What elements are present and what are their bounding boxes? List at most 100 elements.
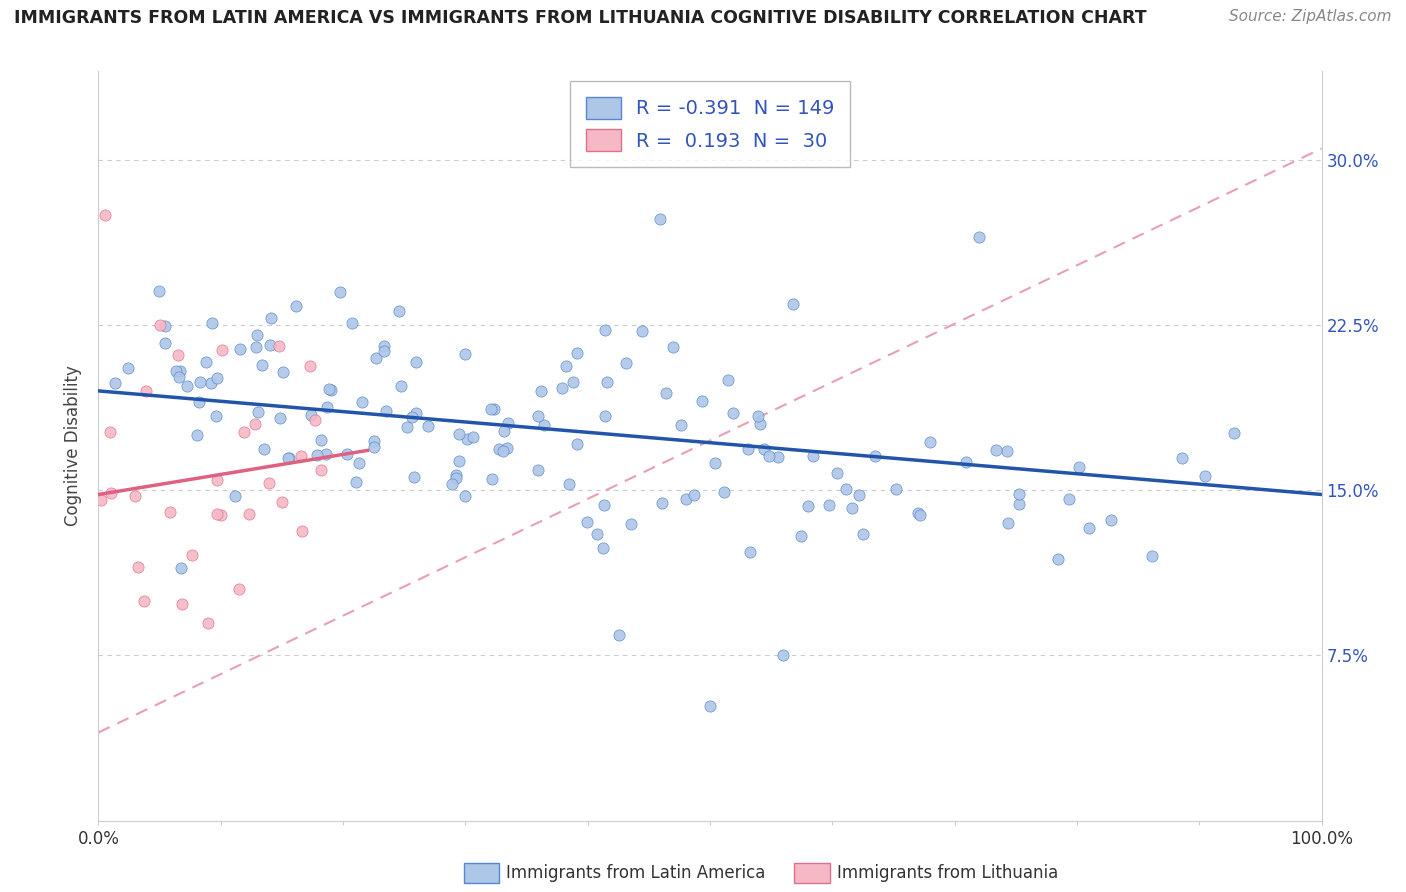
Point <box>229 342 252 356</box>
Point <box>593 323 616 337</box>
Point <box>291 524 314 539</box>
Point <box>1008 487 1031 501</box>
Point <box>848 487 870 501</box>
Point <box>307 448 329 462</box>
Point <box>304 413 326 427</box>
Point <box>908 508 931 523</box>
Point <box>389 379 412 393</box>
Point <box>315 447 337 461</box>
Point <box>461 430 484 444</box>
Point <box>494 424 516 438</box>
Point <box>841 500 863 515</box>
Point <box>205 474 228 488</box>
Point <box>165 363 187 377</box>
Point <box>311 433 333 447</box>
Point <box>1078 521 1101 535</box>
Point <box>228 582 250 597</box>
Point <box>205 507 228 521</box>
Point <box>567 437 589 451</box>
Point <box>373 339 395 353</box>
Point <box>344 475 367 490</box>
Point <box>918 434 941 449</box>
Point <box>284 299 307 313</box>
Point <box>453 347 475 361</box>
Point <box>986 443 1008 458</box>
Point <box>576 515 599 529</box>
Point <box>863 449 886 463</box>
Point <box>329 285 352 299</box>
Point <box>527 409 550 423</box>
Point <box>690 394 713 409</box>
Point <box>1223 425 1246 440</box>
Point <box>527 463 550 477</box>
Point <box>260 310 283 325</box>
Point <box>713 484 735 499</box>
Point <box>299 359 322 373</box>
Point <box>278 451 301 466</box>
Point <box>551 381 574 395</box>
Point <box>699 699 721 714</box>
Point <box>204 409 226 424</box>
Point <box>269 339 291 353</box>
Point <box>446 467 468 482</box>
Point <box>557 476 579 491</box>
Point <box>245 340 267 354</box>
Point <box>117 360 139 375</box>
Point <box>299 408 322 422</box>
Point <box>250 359 273 373</box>
Point <box>496 441 519 455</box>
Point <box>1171 450 1194 465</box>
Point <box>238 507 260 521</box>
Point <box>801 450 824 464</box>
Point <box>997 516 1019 530</box>
Point <box>153 318 176 333</box>
Point <box>648 212 671 227</box>
Point <box>271 495 294 509</box>
Point <box>405 354 427 368</box>
Point <box>449 454 471 468</box>
Point <box>209 508 232 523</box>
Point <box>747 409 769 423</box>
Point <box>782 297 804 311</box>
Point <box>593 409 616 423</box>
Point <box>852 526 875 541</box>
Point <box>614 356 637 370</box>
Point <box>721 406 744 420</box>
Point <box>995 444 1018 458</box>
Point <box>181 549 204 563</box>
Point <box>252 442 274 456</box>
Point <box>205 370 228 384</box>
Point <box>683 488 706 502</box>
Point <box>100 485 122 500</box>
Point <box>104 376 127 390</box>
Point <box>704 456 727 470</box>
Point <box>364 351 387 366</box>
Legend: R = -0.391  N = 149, R =  0.193  N =  30: R = -0.391 N = 149, R = 0.193 N = 30 <box>569 81 851 167</box>
Point <box>98 425 121 439</box>
Point <box>187 394 209 409</box>
Point <box>737 442 759 456</box>
Point <box>416 419 439 434</box>
Point <box>772 648 794 663</box>
Point <box>290 449 312 463</box>
Point <box>565 346 588 360</box>
Point <box>352 395 374 409</box>
Point <box>363 434 385 449</box>
Point <box>669 418 692 433</box>
Point <box>585 527 607 541</box>
Point <box>655 386 678 401</box>
Point <box>596 376 619 390</box>
Point <box>170 561 193 575</box>
Point <box>259 475 281 490</box>
Point <box>454 490 477 504</box>
Point <box>555 359 578 373</box>
Point <box>405 406 427 420</box>
Text: Immigrants from Latin America: Immigrants from Latin America <box>506 864 765 882</box>
Point <box>717 373 740 387</box>
Point <box>373 343 395 358</box>
Point <box>319 383 342 397</box>
Point <box>271 366 294 380</box>
Point <box>825 467 848 481</box>
Point <box>247 405 270 419</box>
Point <box>149 318 172 332</box>
